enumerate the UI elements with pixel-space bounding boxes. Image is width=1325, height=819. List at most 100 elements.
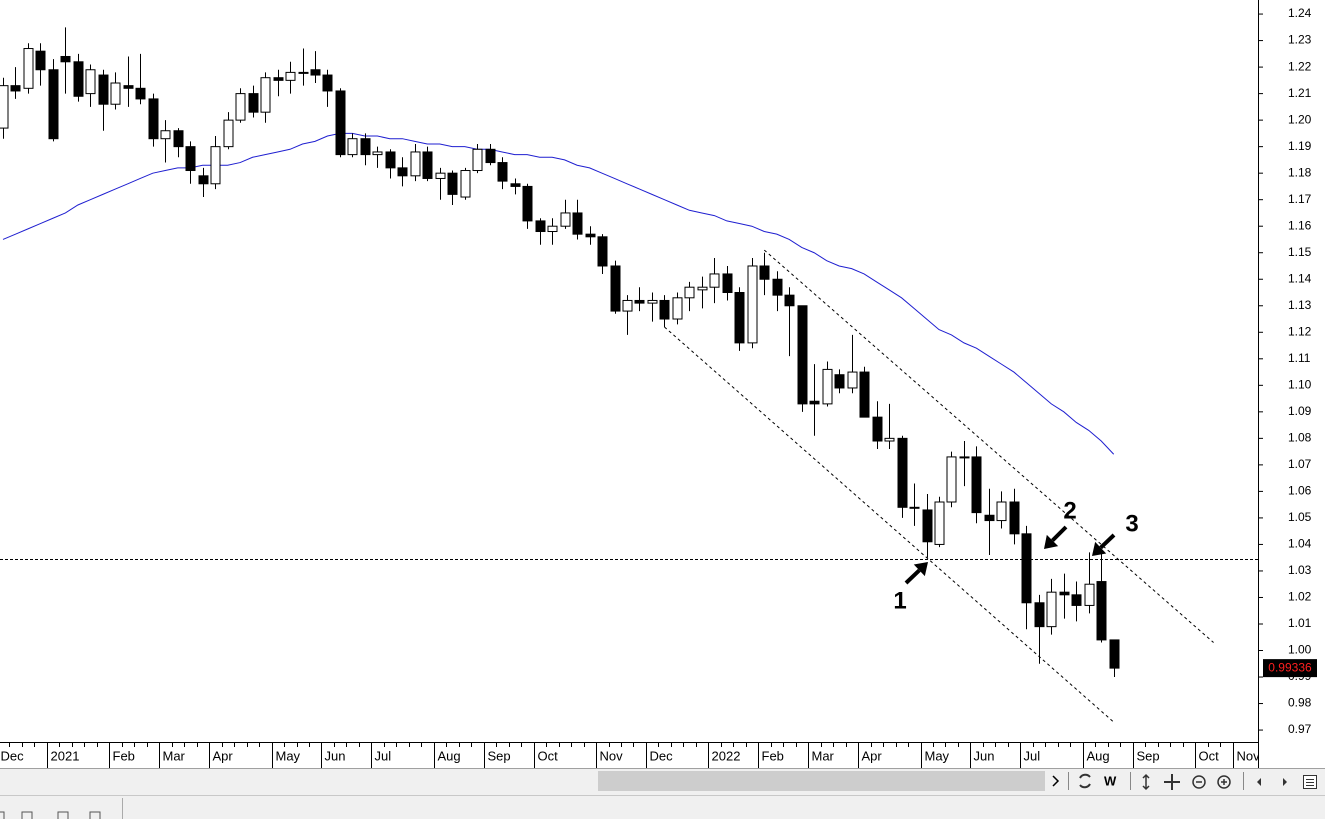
candle-body <box>360 138 371 156</box>
annotation-arrowhead <box>913 562 928 577</box>
candle-body <box>173 130 184 148</box>
y-tick-label: 1.18 <box>1288 165 1312 179</box>
candle-body <box>722 273 733 294</box>
x-tick-label: Mar <box>163 748 186 763</box>
candle-body <box>285 71 296 81</box>
tab-icon[interactable] <box>0 811 5 819</box>
price-marker <box>1263 659 1317 678</box>
x-axis: Dec 2021 Feb Mar Apr May Jun Jul Aug Sep Oct Nov Dec… <box>1 743 1258 768</box>
zoom-in-icon <box>1221 779 1227 785</box>
y-tick-label: 0.98 <box>1288 696 1312 710</box>
x-tick-label: 2021 <box>51 748 80 763</box>
candle-body <box>160 130 171 140</box>
x-tick-label: Jul <box>375 748 392 763</box>
candle-body <box>447 172 458 195</box>
y-tick-label: 0.97 <box>1288 722 1312 736</box>
candle-body <box>60 55 71 63</box>
candle-body <box>48 69 59 140</box>
candle-body <box>298 71 309 74</box>
y-tick-label: 1.19 <box>1288 139 1312 153</box>
interval-button[interactable]: W <box>1104 773 1117 788</box>
scroll-left-icon[interactable] <box>1257 778 1261 786</box>
candle-body <box>672 297 683 320</box>
y-tick-label: 1.15 <box>1288 245 1312 259</box>
candle-body <box>1009 501 1020 535</box>
scroll-right-button[interactable] <box>1052 775 1060 787</box>
candle-body <box>185 146 196 172</box>
scroll-thumb[interactable] <box>598 771 1045 791</box>
candle-body <box>73 61 84 97</box>
candle-body <box>834 374 845 389</box>
annotation-arrowhead <box>1044 534 1059 549</box>
candle-body <box>659 299 670 320</box>
y-tick-label: 1.05 <box>1288 510 1312 524</box>
x-tick-label: Aug <box>1087 748 1110 763</box>
candle-body <box>110 82 121 105</box>
candle-body <box>560 212 571 227</box>
candle-body <box>273 77 284 81</box>
candle-body <box>610 265 621 312</box>
candle-body <box>909 506 920 509</box>
x-tick-label: May <box>276 748 301 763</box>
candle-body <box>472 148 483 172</box>
y-tick-label: 1.06 <box>1288 484 1312 498</box>
y-tick-label: 1.04 <box>1288 537 1312 551</box>
candle-body <box>971 456 982 514</box>
y-tick-label: 1.13 <box>1288 298 1312 312</box>
x-tick-label: May <box>925 748 950 763</box>
candle-body <box>497 162 508 182</box>
x-tick-label: 2022 <box>712 748 741 763</box>
candle-body <box>1109 639 1120 669</box>
candle-body <box>634 299 645 304</box>
move-icon[interactable] <box>1164 774 1180 790</box>
candle-body <box>1071 594 1082 606</box>
tab-bar <box>0 795 1325 819</box>
candle-body <box>1034 602 1045 628</box>
candle-body <box>422 151 433 179</box>
candle-body <box>822 368 833 405</box>
x-tick-label: Oct <box>1199 748 1220 763</box>
tab-icon[interactable] <box>21 811 33 819</box>
candle-body <box>572 212 583 235</box>
vertical-zoom-icon[interactable] <box>1142 773 1150 791</box>
x-tick-label: Sep <box>488 748 511 763</box>
candle-body <box>85 69 96 95</box>
annotation-label: 3 <box>1125 510 1138 537</box>
x-tick-label: Dec <box>650 748 674 763</box>
zoom-in-icon[interactable] <box>1217 775 1231 789</box>
annotation-arrowhead <box>1092 541 1107 556</box>
candle-body <box>1059 591 1070 596</box>
candle-body <box>622 299 633 312</box>
candle-body <box>934 501 945 545</box>
candle-body <box>734 292 745 344</box>
y-tick-label: 1.07 <box>1288 457 1312 471</box>
candle-body <box>859 371 870 418</box>
y-tick-label: 1.09 <box>1288 404 1312 418</box>
candle-body <box>210 146 221 185</box>
candle-body <box>697 286 708 291</box>
zoom-out-icon[interactable] <box>1192 775 1206 789</box>
tab-icon[interactable] <box>89 811 101 819</box>
candle-body <box>1046 591 1057 628</box>
candle-body <box>585 233 596 238</box>
candle-body <box>597 236 608 267</box>
scroll-right-icon[interactable] <box>1283 778 1287 786</box>
candle-body <box>847 371 858 389</box>
candle-body <box>922 509 933 543</box>
y-tick-label: 1.24 <box>1288 6 1312 20</box>
y-tick-label: 1.01 <box>1288 616 1312 630</box>
candle-body <box>248 93 259 113</box>
candle-body <box>322 74 333 92</box>
candle-body <box>260 77 271 113</box>
x-tick-label: Apr <box>862 748 883 763</box>
y-tick-label: 1.10 <box>1288 377 1312 391</box>
refresh-icon[interactable] <box>1079 773 1091 789</box>
tab-icon[interactable] <box>57 811 69 819</box>
candle-body <box>98 74 109 105</box>
y-tick-label: 1.00 <box>1288 643 1312 657</box>
menu-icon <box>1306 779 1314 786</box>
candle-body <box>684 286 695 299</box>
candle-body <box>460 170 471 198</box>
annotation-arrow <box>1051 525 1068 542</box>
candle-body <box>335 90 346 156</box>
